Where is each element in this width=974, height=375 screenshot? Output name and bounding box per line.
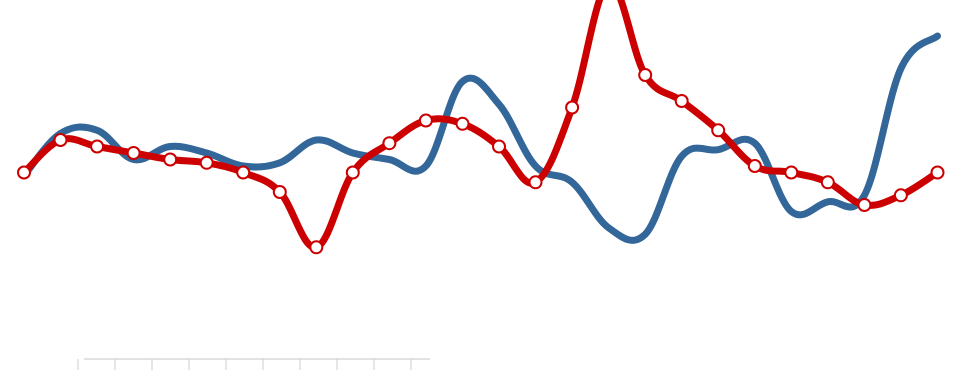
series-2-point [857, 198, 872, 212]
series-2-point [747, 159, 762, 173]
series-2-point [528, 175, 543, 190]
series-2-point [17, 165, 31, 180]
series-1 [20, 32, 941, 244]
series-2-point [674, 94, 689, 108]
series-2-point [345, 165, 360, 180]
series-2-point [418, 113, 433, 128]
series-2-point [565, 100, 580, 115]
series-2-point [53, 133, 68, 147]
x-axis [77, 358, 430, 370]
series-2-point [930, 165, 945, 180]
series-2 [17, 0, 945, 255]
series-2-point [309, 240, 324, 255]
series-2-point [492, 139, 506, 154]
series-2-point [90, 139, 105, 154]
series-layer [17, 0, 945, 255]
series-1-line [20, 32, 941, 244]
series-2-line [20, 0, 941, 251]
series-2-point [163, 152, 178, 167]
series-2-point [893, 188, 908, 203]
series-2-point [711, 123, 726, 138]
series-2-point [820, 175, 835, 190]
series-2-point [382, 136, 397, 151]
series-2-point [236, 165, 251, 180]
series-2-point [126, 146, 141, 160]
series-2-point [784, 165, 799, 180]
series-2-point [199, 155, 214, 170]
series-2-point [455, 116, 470, 131]
series-2-point [272, 185, 287, 199]
series-2-point [638, 68, 653, 82]
